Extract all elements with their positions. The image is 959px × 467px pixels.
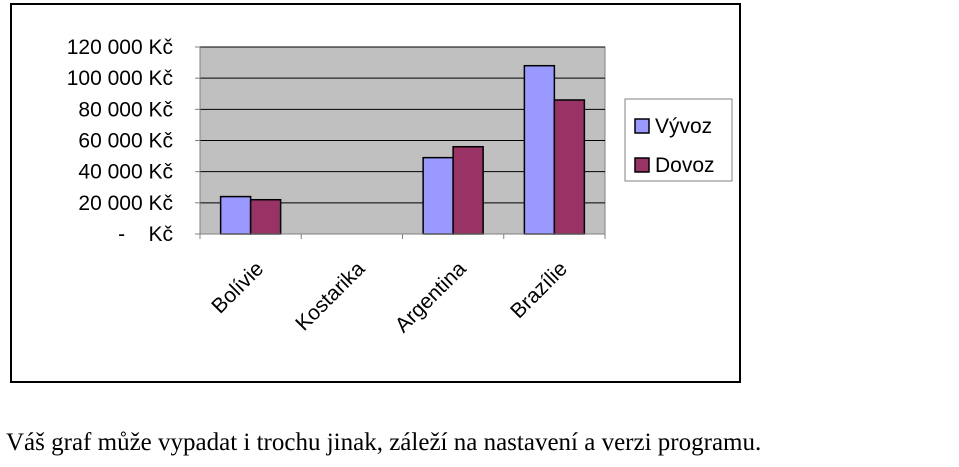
y-tick-label: 40 000 Kč xyxy=(78,161,173,184)
x-tick-label: Brazílie xyxy=(506,257,572,323)
bar-vývoz-2 xyxy=(422,156,454,235)
bar-dovoz-2 xyxy=(452,145,484,235)
x-tick-label: Bolívie xyxy=(207,257,268,318)
legend-label-dovoz: Dovoz xyxy=(655,154,715,177)
y-tick-label: 120 000 Kč xyxy=(67,36,173,59)
y-tick-label: 80 000 Kč xyxy=(78,98,173,121)
legend-swatch-vývoz xyxy=(634,118,650,134)
bar-vývoz-0 xyxy=(219,195,252,235)
y-tick-label: - Kč xyxy=(118,223,173,246)
chart-frame: 120 000 Kč 100 000 Kč 80 000 Kč 60 000 Kč 40… xyxy=(10,3,741,383)
y-tick-label: 60 000 Kč xyxy=(78,130,173,153)
x-tick-label: Kostarika xyxy=(291,257,369,335)
caption-text: Váš graf může vypadat i trochu jinak, zá… xyxy=(6,429,762,456)
x-tick-label: Argentina xyxy=(391,257,471,337)
bar-vývoz-3 xyxy=(523,64,556,235)
legend-label-vývoz: Vývoz xyxy=(655,115,712,138)
bar-chart: 120 000 Kč 100 000 Kč 80 000 Kč 60 000 Kč 40… xyxy=(67,36,733,337)
bar-dovoz-3 xyxy=(553,99,586,235)
y-tick-label: 100 000 Kč xyxy=(67,67,173,90)
legend-swatch-dovoz xyxy=(634,157,650,173)
bar-dovoz-0 xyxy=(249,198,282,235)
y-tick-label: 20 000 Kč xyxy=(78,192,173,215)
